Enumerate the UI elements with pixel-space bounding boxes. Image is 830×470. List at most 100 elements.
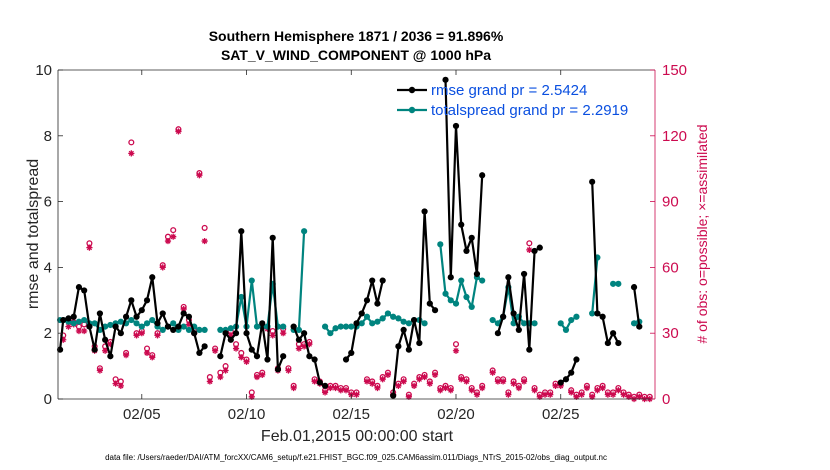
rmse-point [70, 313, 77, 320]
rmse-point [65, 315, 72, 322]
rmse-point [122, 313, 130, 320]
obs-assimilated-point [473, 391, 481, 398]
obs-assimilated-point [426, 380, 433, 387]
obs-assimilated-point [379, 376, 386, 383]
plot-area [58, 70, 655, 399]
obs-assimilated-point [285, 367, 292, 374]
totalspread-point [128, 316, 135, 324]
totalspread-point [369, 320, 376, 327]
obs-assimilated-point [573, 393, 580, 400]
obs-assimilated-point [117, 382, 124, 389]
totalspread-point [447, 297, 454, 304]
obs-assimilated-point [400, 378, 407, 385]
obs-assimilated-point [180, 305, 187, 313]
rmse-point [615, 339, 622, 347]
totalspread-point [479, 277, 486, 284]
obs-assimilated-point [196, 172, 203, 179]
totalspread-point [133, 320, 140, 327]
obs-assimilated-point [452, 347, 460, 354]
legend-rmse-marker [408, 86, 416, 94]
obs-assimilated-point [494, 378, 501, 385]
rmse-point [290, 323, 297, 330]
obs-assimilated-point [243, 358, 250, 365]
rmse-point [253, 353, 261, 360]
obs-assimilated-point [65, 323, 72, 330]
obs-assimilated-point [222, 367, 229, 374]
obs-assimilated-point [128, 150, 135, 157]
obs-assimilated-point [610, 391, 617, 398]
rmse-point [536, 244, 543, 251]
obs-assimilated-point [510, 380, 517, 387]
axes [57, 69, 656, 400]
rmse-point [421, 208, 428, 215]
obs-assimilated-point [615, 387, 622, 394]
obs-assimilated-point [96, 367, 103, 374]
totalspread-point [421, 320, 428, 327]
y-tick-label: 8 [44, 128, 52, 145]
rmse-point [630, 284, 638, 291]
totalspread-point [117, 318, 124, 325]
totalspread-point [170, 320, 177, 327]
obs-assimilated-point [138, 330, 145, 337]
obs-assimilated-point [342, 387, 350, 394]
y2-tick-label: 60 [662, 259, 679, 276]
rmse-point [201, 343, 208, 350]
rmse-point [143, 297, 151, 304]
totalspread-point [107, 321, 114, 329]
obs-assimilated-point [531, 387, 538, 394]
obs-assimilated-point [295, 345, 302, 352]
obs-possible-point [128, 139, 135, 146]
rmse-point [321, 382, 329, 389]
totalspread-point [630, 320, 638, 327]
rmse-point [342, 356, 350, 363]
totalspread-point [217, 326, 224, 334]
obs-assimilated-point [411, 382, 418, 389]
totalspread-point [196, 326, 203, 334]
y-axis-label-right: # of obs: o=possible; ×=assimilated [694, 124, 710, 343]
rmse-point [395, 343, 402, 350]
obs-possible-point [170, 227, 177, 234]
totalspread-point [143, 320, 151, 327]
totalspread-point [185, 326, 193, 334]
rmse-point [604, 339, 611, 347]
x-tick-label: 02/10 [228, 406, 266, 423]
obs-assimilated-point [520, 378, 528, 385]
totalspread-point [374, 318, 381, 325]
obs-assimilated-point [568, 389, 575, 396]
rmse-point [390, 392, 397, 399]
obs-assimilated-point [479, 384, 486, 392]
totalspread-point [400, 318, 407, 325]
totalspread-point [159, 326, 166, 334]
obs-assimilated-point [217, 373, 224, 381]
obs-assimilated-point [589, 393, 596, 400]
rmse-point [520, 270, 528, 278]
obs-assimilated-point [552, 382, 559, 389]
totalspread-point [248, 277, 255, 284]
rmse-point [353, 320, 360, 327]
totalspread-point [390, 313, 397, 320]
y-tick-label: 0 [44, 391, 52, 408]
totalspread-point [384, 310, 392, 317]
totalspread-point [379, 315, 386, 322]
rmse-point [301, 330, 308, 337]
rmse-point [468, 234, 475, 241]
rmse-point [589, 178, 596, 185]
totalspread-point [557, 320, 564, 327]
rmse-point [191, 330, 198, 337]
obs-assimilated-point [185, 321, 193, 328]
rmse-point [510, 310, 517, 317]
rmse-point [185, 313, 193, 320]
rmse-line [633, 286, 641, 327]
rmse-point [227, 336, 234, 343]
totalspread-point [531, 320, 538, 327]
rmse-point [102, 336, 109, 343]
tick-layer: 02/05 02/10 02/15 02/20 02/25 0 2 4 6 8 10 0 30 60 90 1… [35, 62, 687, 423]
rmse-point [269, 234, 276, 241]
y2-tick-label: 150 [662, 62, 687, 79]
y-tick-label: 10 [35, 62, 52, 79]
rmse-point [112, 323, 119, 330]
rmse-point [526, 346, 533, 353]
totalspread-point [321, 323, 329, 330]
rmse-point [636, 323, 643, 330]
rmse-point [154, 320, 161, 327]
